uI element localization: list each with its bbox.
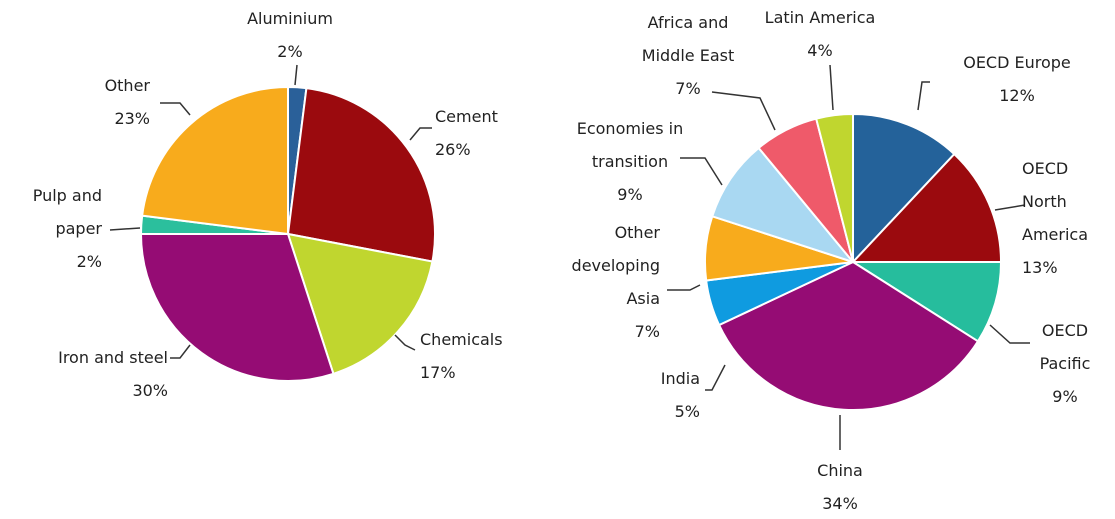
- slice-label: Pulp and paper: [32, 186, 102, 238]
- slice-label: Cement: [435, 107, 498, 126]
- value-label: 9%: [617, 185, 643, 204]
- leader-line: [294, 64, 298, 86]
- value-label: 2%: [76, 252, 102, 271]
- slice-label: India: [660, 369, 700, 388]
- leader-line: [160, 102, 191, 116]
- slice-label: Latin America: [764, 8, 876, 27]
- value-label: 7%: [634, 322, 660, 341]
- leader-line: [409, 127, 432, 141]
- leader-line: [680, 157, 723, 186]
- value-label: 7%: [675, 79, 701, 98]
- leader-line: [711, 91, 776, 131]
- slice-label: OECD North America: [1022, 159, 1088, 244]
- leader-line: [394, 334, 416, 351]
- slice-label: China: [817, 461, 863, 480]
- value-label: 9%: [1052, 387, 1078, 406]
- pie-slice: [286, 87, 436, 263]
- value-label: 17%: [420, 363, 456, 382]
- leader-line: [170, 344, 191, 359]
- pie-slice: [710, 146, 856, 265]
- slice-label: Africa and Middle East: [641, 13, 735, 65]
- leader-line: [667, 284, 701, 291]
- leader-line: [829, 64, 834, 111]
- pie-slice: [849, 261, 1003, 343]
- slice-label: Iron and steel: [58, 348, 168, 367]
- slice-label: OECD Pacific: [1039, 321, 1091, 373]
- value-label: 5%: [674, 402, 700, 421]
- value-label: 34%: [822, 494, 858, 513]
- value-label: 2%: [277, 42, 303, 61]
- pie-slice: [286, 232, 434, 376]
- pie-slice: [717, 260, 980, 411]
- pie-slice: [814, 112, 854, 263]
- leader-line: [705, 364, 726, 391]
- value-label: 26%: [435, 140, 471, 159]
- slice-label: OECD Europe: [963, 53, 1071, 72]
- pie-slice: [850, 152, 1003, 263]
- slice-label: Other: [104, 76, 150, 95]
- value-label: 4%: [807, 41, 833, 60]
- leader-line: [989, 324, 1030, 344]
- pie-slice: [139, 233, 335, 382]
- pie-slice: [141, 85, 289, 236]
- slice-label: Aluminium: [247, 9, 333, 28]
- leader-line: [917, 81, 930, 111]
- pie-slice: [852, 112, 956, 265]
- leader-line: [994, 204, 1026, 211]
- value-label: 13%: [1022, 258, 1058, 277]
- value-label: 23%: [114, 109, 150, 128]
- slice-label: Economies in transition: [576, 119, 684, 171]
- value-label: 12%: [999, 86, 1035, 105]
- leader-line: [109, 227, 141, 231]
- slice-label: Other developing Asia: [571, 223, 660, 308]
- slice-label: Chemicals: [420, 330, 503, 349]
- value-label: 30%: [132, 381, 168, 400]
